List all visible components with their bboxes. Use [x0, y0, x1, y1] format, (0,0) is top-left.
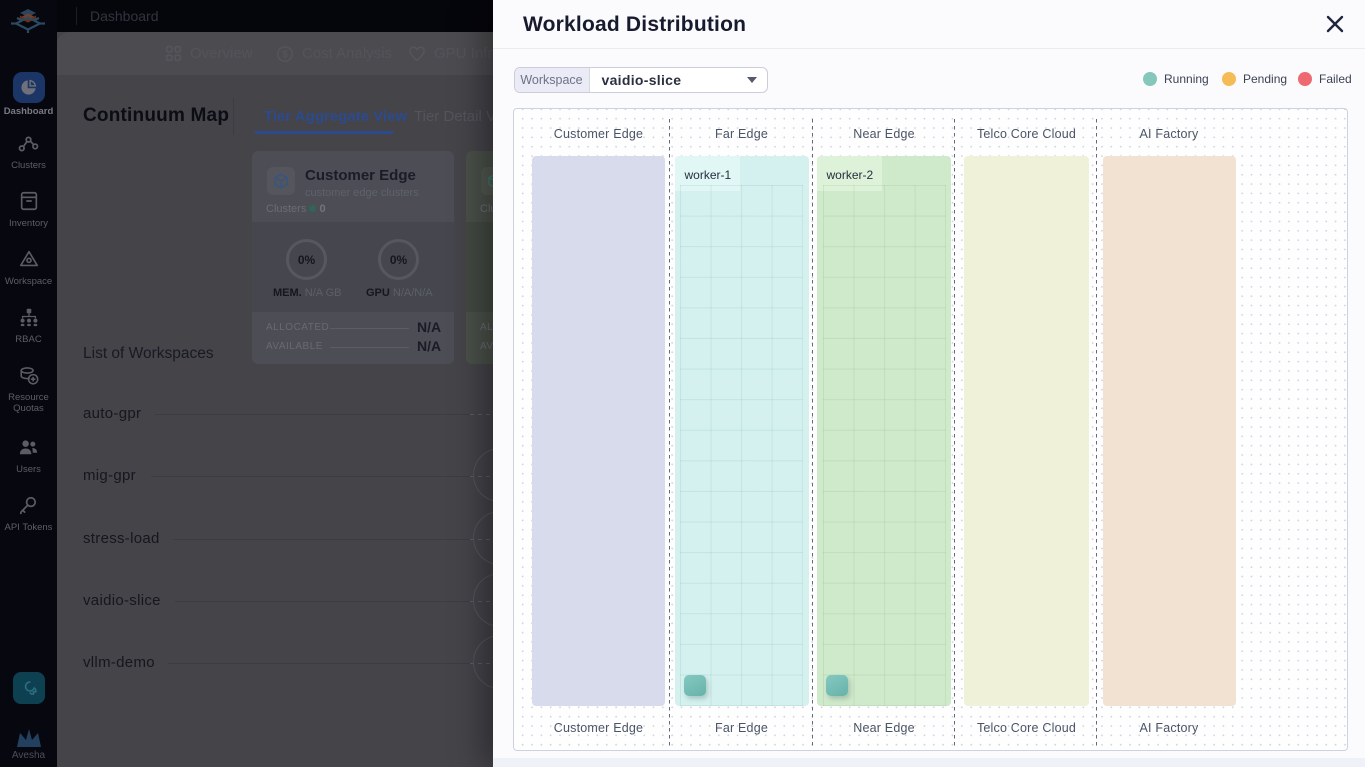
svg-text:$: $: [282, 49, 288, 60]
